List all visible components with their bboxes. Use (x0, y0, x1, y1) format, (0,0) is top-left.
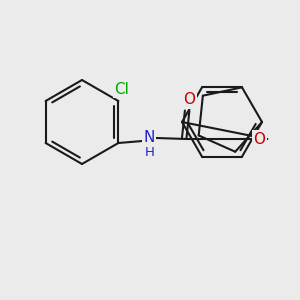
Text: H: H (144, 146, 154, 160)
Text: N: N (144, 130, 155, 146)
Text: Cl: Cl (114, 82, 129, 97)
Text: O: O (254, 131, 266, 146)
Text: O: O (183, 92, 195, 107)
